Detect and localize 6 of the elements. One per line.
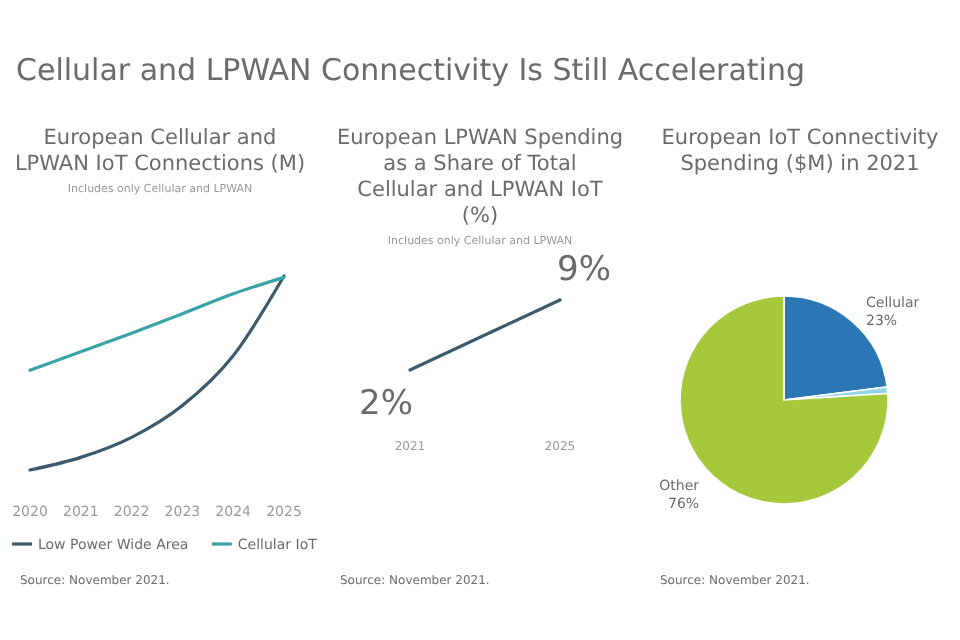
chart-title: European IoT Connectivity Spending ($M) in 2021 bbox=[661, 126, 939, 176]
chart-title: European Cellular and LPWAN IoT Connections (M) bbox=[14, 126, 306, 176]
text: Cellular and LPWAN Connectivity Is Still Accelerating bbox=[16, 52, 805, 88]
data-label: 9% bbox=[557, 250, 611, 290]
chart-title: European LPWAN Spending as a Share of Total Cellular and LPWAN IoT (%) bbox=[336, 126, 624, 228]
data-label: 2% bbox=[359, 384, 413, 424]
